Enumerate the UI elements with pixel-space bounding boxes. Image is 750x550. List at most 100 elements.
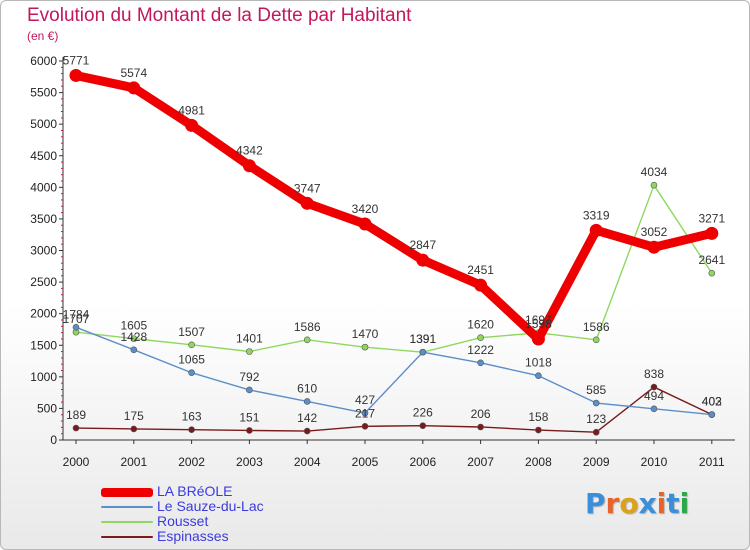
data-point — [535, 372, 542, 379]
y-tick-label: 1000 — [30, 370, 57, 384]
data-point — [419, 422, 427, 430]
x-tick-label: 2000 — [63, 455, 90, 469]
y-tick-label: 500 — [37, 401, 57, 415]
data-label: 403 — [702, 395, 722, 409]
data-label: 1598 — [525, 317, 552, 331]
data-label: 3319 — [583, 208, 610, 222]
data-label: 1428 — [120, 330, 147, 344]
data-label: 610 — [297, 381, 317, 395]
data-label: 4342 — [236, 144, 263, 158]
data-point — [188, 369, 195, 377]
data-label: 1018 — [525, 356, 552, 370]
data-label: 402 — [702, 395, 722, 409]
data-label: 1391 — [409, 332, 436, 346]
y-tick-label: 5000 — [30, 117, 57, 131]
data-point — [246, 348, 253, 355]
data-point — [531, 332, 545, 346]
data-point — [708, 269, 716, 277]
data-point — [130, 425, 138, 433]
data-point — [72, 324, 80, 331]
legend-label: Le Sauze-du-Lac — [157, 498, 264, 514]
data-label: 4034 — [641, 165, 668, 179]
data-point — [589, 223, 603, 237]
x-tick-label: 2002 — [178, 455, 205, 469]
data-label: 1620 — [467, 318, 494, 332]
legend-swatch — [101, 506, 153, 508]
y-tick-label: 4000 — [30, 180, 57, 194]
y-tick-label: 2500 — [30, 275, 57, 289]
data-label: 217 — [355, 406, 375, 420]
data-label: 1784 — [63, 307, 90, 321]
legend-label: LA BRéOLE — [157, 483, 233, 499]
data-label: 5574 — [120, 66, 147, 80]
x-tick-label: 2010 — [641, 455, 668, 469]
data-label: 838 — [644, 367, 664, 381]
series-line — [75, 184, 713, 353]
data-label: 4981 — [178, 103, 205, 117]
data-point — [477, 423, 484, 431]
data-point — [474, 278, 488, 292]
data-point — [361, 343, 369, 351]
data-label: 427 — [355, 393, 375, 407]
data-point — [358, 217, 372, 231]
data-point — [592, 428, 600, 436]
data-point — [185, 118, 199, 132]
x-tick-label: 2003 — [236, 455, 263, 469]
data-point — [303, 427, 311, 435]
data-label: 2641 — [698, 253, 725, 267]
data-label: 3747 — [294, 181, 321, 195]
data-label: 585 — [586, 383, 606, 397]
data-point — [361, 422, 369, 430]
data-point — [188, 426, 195, 434]
data-point — [419, 348, 427, 356]
data-point — [708, 411, 716, 418]
data-label: 1065 — [178, 353, 205, 367]
legend-swatch — [101, 521, 153, 523]
data-point — [650, 383, 658, 391]
data-label: 142 — [297, 411, 317, 425]
data-label: 1401 — [236, 332, 263, 346]
y-tick-label: 2000 — [30, 307, 57, 321]
data-label: 123 — [586, 412, 606, 426]
data-label: 1707 — [63, 312, 90, 326]
data-label: 1697 — [525, 313, 552, 327]
data-label: 792 — [239, 370, 259, 384]
unit-label: (en €) — [27, 29, 59, 43]
data-point — [647, 240, 661, 254]
data-point — [650, 181, 658, 189]
x-tick-label: 2001 — [120, 455, 147, 469]
data-label: 1470 — [352, 327, 379, 341]
y-tick-label: 3000 — [30, 244, 57, 258]
series-line — [75, 386, 713, 433]
data-label: 1605 — [120, 319, 147, 333]
x-tick-label: 2009 — [583, 455, 610, 469]
data-point — [303, 336, 311, 344]
data-label: 3420 — [352, 202, 379, 216]
legend-label: Rousset — [157, 513, 209, 529]
legend-swatch — [101, 536, 153, 538]
legend-label: Espinasses — [157, 528, 229, 544]
data-label: 1507 — [178, 325, 205, 339]
data-label: 189 — [66, 408, 86, 422]
data-label: 3052 — [641, 225, 668, 239]
data-label: 2847 — [409, 238, 436, 252]
data-label: 1586 — [583, 320, 610, 334]
data-label: 206 — [471, 407, 491, 421]
y-tick-label: 1500 — [30, 338, 57, 352]
x-tick-label: 2005 — [352, 455, 379, 469]
data-label: 2451 — [467, 263, 494, 277]
data-point — [303, 398, 311, 405]
series-line — [75, 326, 713, 416]
data-label: 1391 — [409, 332, 436, 346]
series-line — [71, 70, 717, 344]
data-point — [416, 253, 430, 267]
data-point — [705, 226, 719, 240]
data-label: 151 — [239, 410, 259, 424]
data-point — [127, 81, 141, 95]
data-point — [130, 335, 138, 342]
data-point — [650, 405, 658, 413]
x-tick-label: 2006 — [409, 455, 436, 469]
data-label: 163 — [182, 410, 202, 424]
